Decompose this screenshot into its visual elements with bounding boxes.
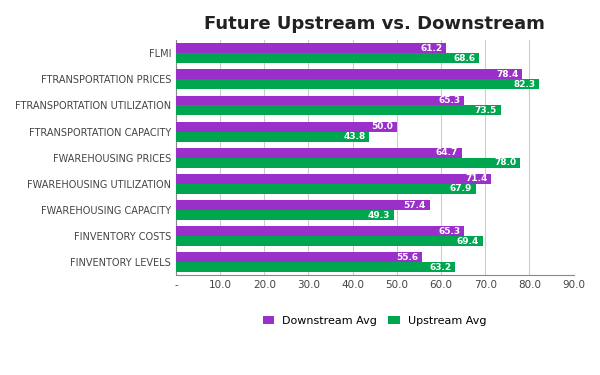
Bar <box>176 174 491 184</box>
Bar <box>176 43 446 53</box>
Text: 64.7: 64.7 <box>436 148 458 157</box>
Text: 65.3: 65.3 <box>439 96 461 105</box>
Text: 68.6: 68.6 <box>454 54 475 63</box>
Text: 69.4: 69.4 <box>457 237 479 246</box>
Bar <box>176 236 482 246</box>
Bar <box>176 80 539 89</box>
Bar <box>176 53 479 63</box>
Bar <box>176 122 397 132</box>
Text: 67.9: 67.9 <box>450 184 472 194</box>
Text: 65.3: 65.3 <box>439 227 461 236</box>
Bar <box>176 262 455 272</box>
Text: 71.4: 71.4 <box>466 174 488 183</box>
Bar <box>176 252 422 262</box>
Text: 50.0: 50.0 <box>371 122 393 131</box>
Text: 49.3: 49.3 <box>368 210 390 219</box>
Bar <box>176 96 464 105</box>
Text: 61.2: 61.2 <box>421 44 443 53</box>
Title: Future Upstream vs. Downstream: Future Upstream vs. Downstream <box>205 15 545 33</box>
Text: 55.6: 55.6 <box>396 253 418 262</box>
Bar <box>176 226 464 236</box>
Bar <box>176 132 370 141</box>
Text: 78.0: 78.0 <box>495 158 517 167</box>
Bar <box>176 158 520 168</box>
Text: 73.5: 73.5 <box>475 106 497 115</box>
Legend: Downstream Avg, Upstream Avg: Downstream Avg, Upstream Avg <box>258 312 491 330</box>
Text: 78.4: 78.4 <box>496 70 519 79</box>
Bar <box>176 69 522 80</box>
Text: 63.2: 63.2 <box>430 263 452 272</box>
Bar <box>176 105 500 116</box>
Text: 57.4: 57.4 <box>404 201 426 210</box>
Bar <box>176 200 430 210</box>
Bar <box>176 184 476 194</box>
Bar <box>176 210 394 220</box>
Text: 82.3: 82.3 <box>514 80 536 89</box>
Text: 43.8: 43.8 <box>344 132 366 141</box>
Bar <box>176 148 462 158</box>
